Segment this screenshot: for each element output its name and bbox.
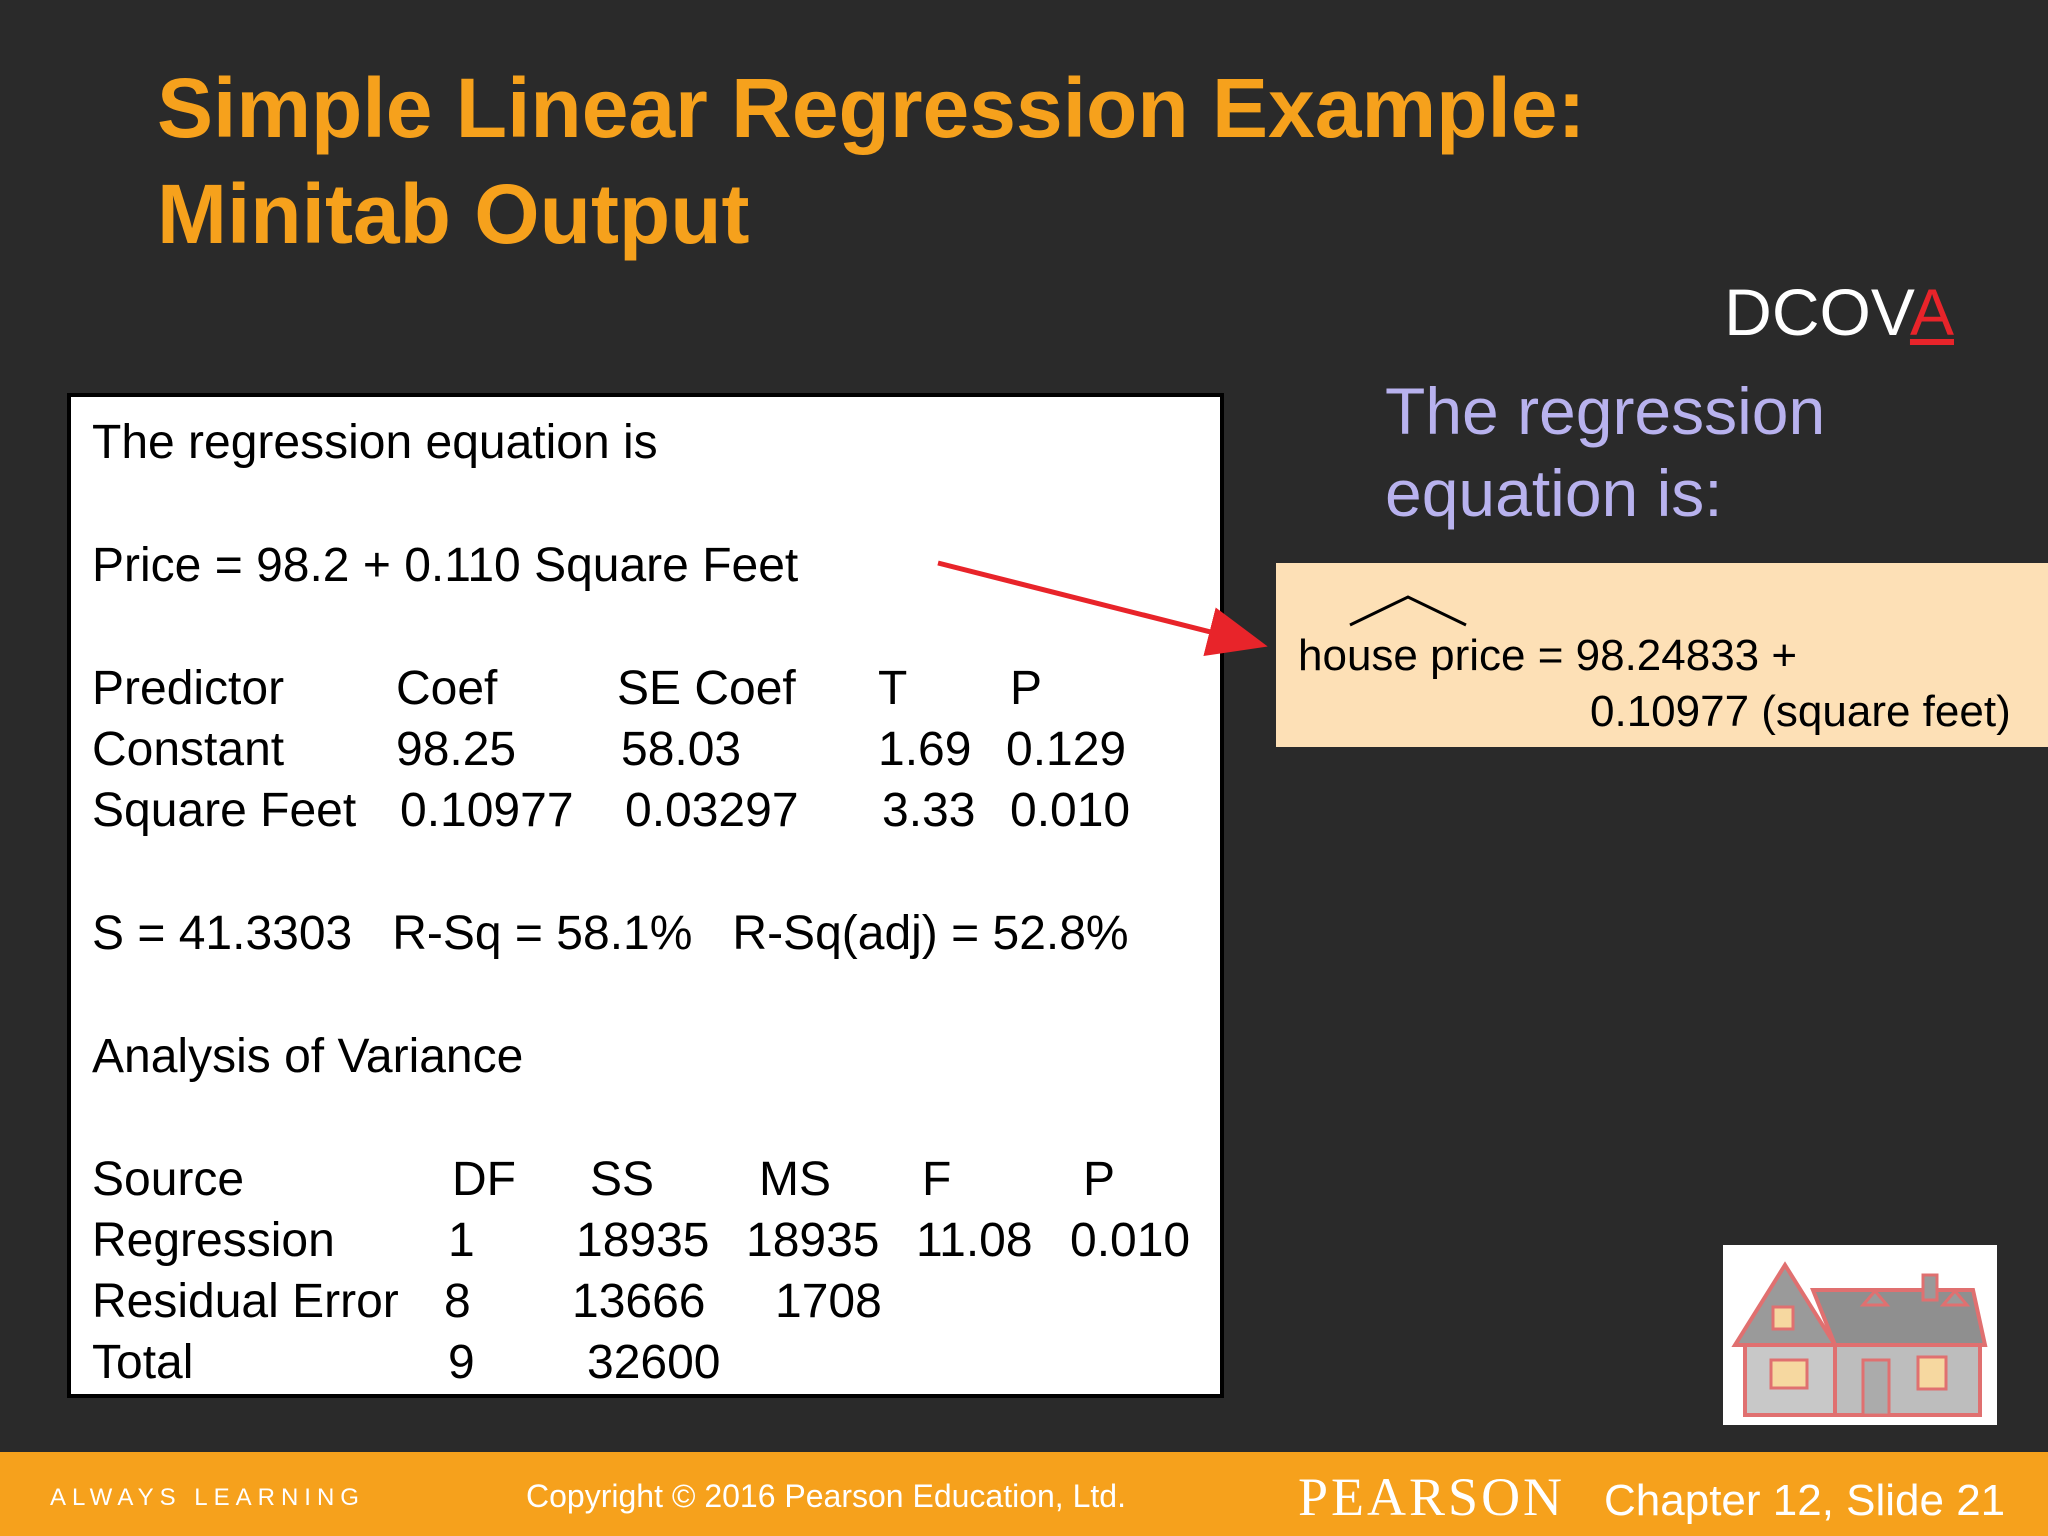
anova-row-total-df: 9 [448,1336,475,1389]
anova-row-regression-df: 1 [448,1214,475,1267]
slide-number: Chapter 12, Slide 21 [1604,1476,2006,1525]
anova-row-total-source: Total [92,1336,194,1389]
footer-copyright: Copyright © 2016 Pearson Education, Ltd. [526,1478,1126,1514]
coef-row-sqft-coef: 0.10977 [400,784,574,837]
minitab-equation: Price = 98.2 + 0.110 Square Feet [92,539,799,592]
coef-row-constant-p: 0.129 [1006,723,1127,776]
anova-row-regression-f: 11.08 [916,1214,1033,1267]
coef-header-p: P [1010,662,1043,715]
dcova-label: DCOVA [1724,272,1954,352]
regression-caption: The regression equation is: [1385,370,1825,534]
anova-header-df: DF [452,1153,516,1206]
caption-line-1: The regression [1385,374,1826,448]
minitab-output-box: The regression equation is Price = 98.2 … [67,393,1224,1398]
coef-row-constant-se: 58.03 [621,723,742,776]
hat-symbol-icon [1349,595,1467,627]
fit-statistics: S = 41.3303 R-Sq = 58.1% R-Sq(adj) = 52.… [92,907,1129,960]
anova-header-source: Source [92,1153,245,1206]
minitab-heading: The regression equation is [92,416,658,469]
pearson-logo: PEARSON [1298,1467,1566,1527]
anova-row-regression-source: Regression [92,1214,335,1267]
anova-row-residual-df: 8 [444,1275,471,1328]
coef-header-coef: Coef [396,662,498,715]
anova-header-ss: SS [590,1153,655,1206]
anova-header-ms: MS [759,1153,831,1206]
anova-header-p: P [1083,1153,1116,1206]
title-line-2: Minitab Output [157,167,750,261]
footer-bar: ALWAYS LEARNING Copyright © 2016 Pearson… [0,1452,2048,1536]
coef-row-constant-label: Constant [92,723,285,776]
coef-row-constant-t: 1.69 [878,723,972,776]
anova-row-regression-ss: 18935 [576,1214,710,1267]
coef-header-se-coef: SE Coef [617,662,796,715]
equation-line-2: 0.10977 (square feet) [1590,687,2011,736]
anova-row-residual-ms: 1708 [775,1275,882,1328]
anova-row-total-ss: 32600 [587,1336,721,1389]
coef-row-sqft-t: 3.33 [882,784,976,837]
coef-row-sqft-se: 0.03297 [625,784,799,837]
caption-line-2: equation is: [1385,456,1723,530]
coef-row-constant-coef: 98.25 [396,723,517,776]
coef-header-predictor: Predictor [92,662,285,715]
anova-title: Analysis of Variance [92,1030,524,1083]
dcova-prefix: DCOV [1724,275,1910,349]
anova-row-regression-ms: 18935 [746,1214,880,1267]
equation-line-1: house price = 98.24833 + [1298,631,1798,680]
anova-row-regression-p: 0.010 [1070,1214,1191,1267]
anova-row-residual-ss: 13666 [572,1275,706,1328]
coef-row-sqft-label: Square Feet [92,784,357,837]
dcova-highlight: A [1909,275,1954,349]
anova-row-residual-source: Residual Error [92,1275,399,1328]
footer-tagline: ALWAYS LEARNING [50,1484,365,1511]
anova-header-f: F [922,1153,952,1206]
title-line-1: Simple Linear Regression Example: [157,61,1586,155]
coef-header-t: T [878,662,908,715]
coef-row-sqft-p: 0.010 [1010,784,1131,837]
equation-highlight-box: house price = 98.24833 + 0.10977 (square… [1276,563,2048,747]
slide-title: Simple Linear Regression Example: Minita… [157,55,1586,267]
house-illustration-icon [1723,1245,1997,1425]
